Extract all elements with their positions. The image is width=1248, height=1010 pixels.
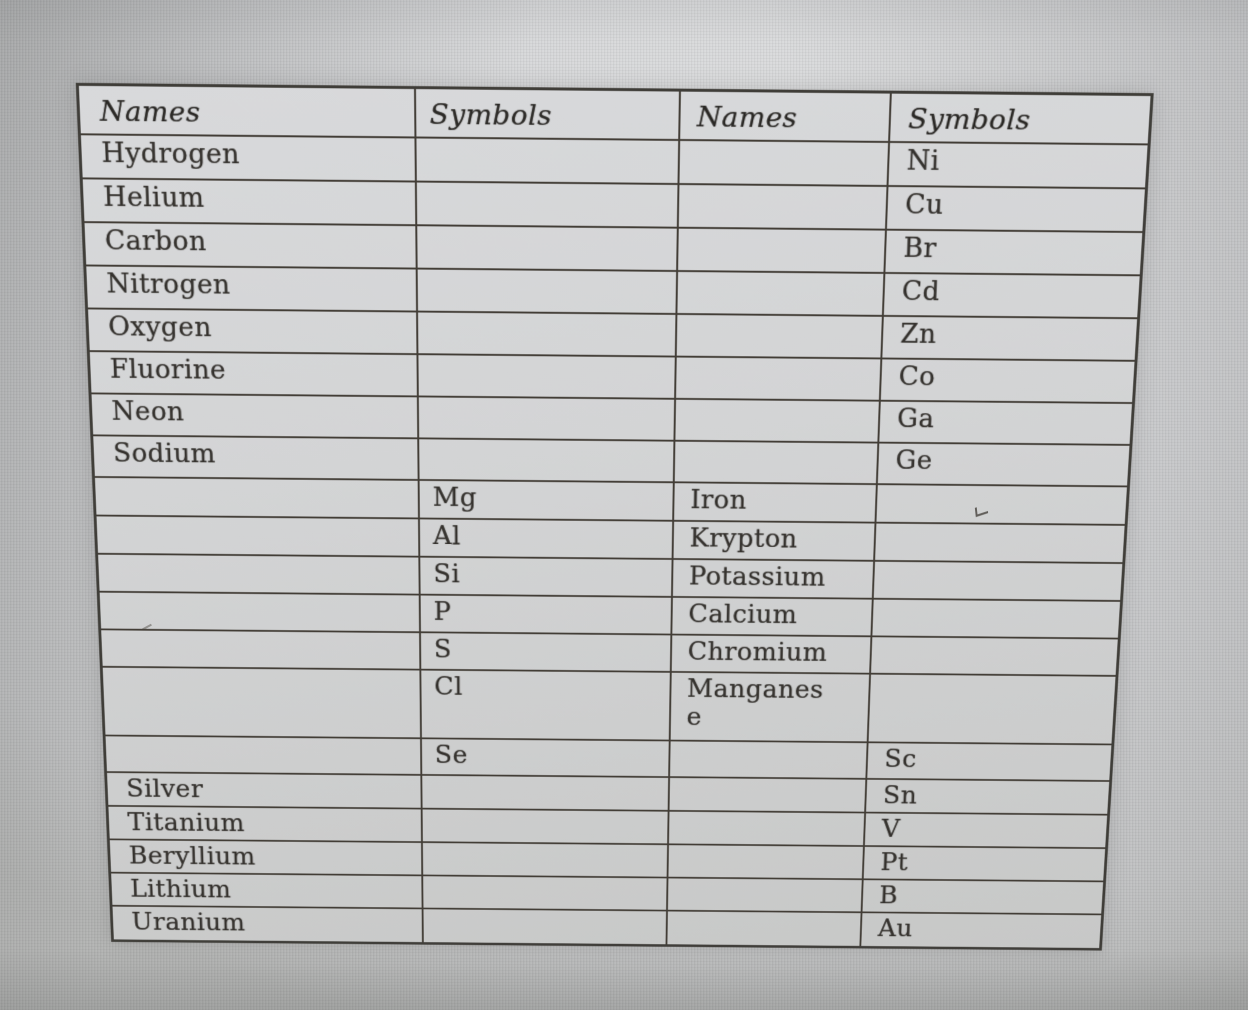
symbol-cell <box>873 561 1123 602</box>
symbol-cell: Si <box>419 557 674 598</box>
name-cell: Titanium <box>108 806 423 843</box>
symbol-cell: Sc <box>866 743 1112 782</box>
symbol-cell <box>416 226 680 272</box>
table-row: Cl Manganes e <box>102 667 1116 746</box>
name-cell <box>669 811 866 847</box>
name-cell <box>98 554 421 596</box>
name-cell: Potassium <box>673 559 875 600</box>
symbol-cell: Cu <box>886 186 1145 234</box>
symbol-cell <box>871 599 1121 640</box>
symbol-cell: Co <box>880 359 1135 404</box>
name-cell: Uranium <box>112 906 424 943</box>
symbol-cell: Au <box>877 915 914 943</box>
symbol-cell <box>868 674 1116 746</box>
symbol-cell <box>417 312 678 358</box>
name-cell: Oxygen <box>88 309 419 356</box>
name-cell <box>668 878 864 914</box>
symbol-cell: B <box>862 880 1104 916</box>
name-cell <box>675 399 881 444</box>
symbol-cell: V <box>864 813 1108 850</box>
symbol-cell: P <box>420 595 674 636</box>
name-cell: Chromium <box>672 635 872 675</box>
name-cell <box>675 441 879 486</box>
name-cell: Hydrogen <box>80 135 417 183</box>
name-cell: Neon <box>91 394 419 440</box>
name-cell <box>96 516 420 558</box>
name-cell <box>105 736 422 776</box>
symbol-cell <box>874 523 1125 564</box>
symbol-cell: Sn <box>865 779 1110 816</box>
name-cell <box>678 228 887 274</box>
symbol-cell <box>422 842 670 879</box>
symbol-cell <box>870 637 1118 677</box>
symbol-cell <box>875 485 1127 526</box>
symbol-cell <box>416 182 680 229</box>
name-cell <box>102 667 422 740</box>
symbol-cell: S <box>420 633 673 673</box>
name-cell <box>679 140 890 187</box>
symbol-cell: Br <box>884 230 1143 277</box>
element-names-symbols-table: Names Symbols Names Symbols Hydrogen Ni He… <box>75 82 1154 951</box>
name-cell: Carbon <box>84 223 418 270</box>
name-cell <box>679 185 889 231</box>
name-cell <box>101 630 421 671</box>
name-cell <box>677 314 884 360</box>
name-cell <box>670 741 869 780</box>
symbol-cell <box>422 876 669 912</box>
symbol-cell <box>418 397 677 442</box>
name-cell: Sodium <box>93 436 420 481</box>
symbol-cell <box>423 909 669 945</box>
symbol-cell: Ge <box>877 443 1130 488</box>
symbol-cell: Al <box>419 519 675 560</box>
table-body: Hydrogen Ni Helium Cu Carbon Br Nitrogen Cd Oxyg… <box>80 135 1148 948</box>
symbol-cell: Cd <box>883 273 1140 320</box>
name-cell: Beryllium <box>109 840 423 877</box>
name-cell <box>667 911 863 946</box>
column-header-names-1: Names <box>78 85 417 139</box>
name-cell <box>94 477 420 520</box>
column-header-symbols-2: Symbols <box>889 93 1151 146</box>
symbol-cell <box>418 355 678 400</box>
symbol-cell: Mg <box>419 480 676 522</box>
name-cell: Fluorine <box>89 352 419 398</box>
name-cell <box>669 777 867 814</box>
name-cell <box>677 271 885 317</box>
name-cell: Iron <box>674 483 878 524</box>
symbol-cell: Ga <box>878 401 1132 446</box>
symbol-cell: Zn <box>881 316 1138 362</box>
symbol-cell <box>417 269 679 315</box>
name-cell: Krypton <box>673 521 876 562</box>
name-cell <box>668 845 865 881</box>
symbol-cell <box>421 775 671 812</box>
name-cell: Silver <box>107 772 423 810</box>
symbol-cell <box>416 138 681 186</box>
name-cell: Nitrogen <box>86 266 418 313</box>
symbol-cell: Pt <box>863 846 1106 883</box>
symbol-cell <box>418 439 676 484</box>
column-header-symbols-1: Symbols <box>415 89 682 141</box>
name-cell: Manganes e <box>671 672 871 744</box>
name-cell: Helium <box>82 179 417 227</box>
name-cell: Lithium <box>111 873 424 910</box>
symbol-cell <box>422 809 670 846</box>
symbol-cell: Se <box>421 739 672 778</box>
symbol-cell: Cl <box>420 670 673 742</box>
name-cell: Calcium <box>672 597 874 638</box>
column-header-names-2: Names <box>680 91 892 143</box>
name-cell <box>676 357 882 402</box>
symbol-cell: Ni <box>888 142 1148 190</box>
